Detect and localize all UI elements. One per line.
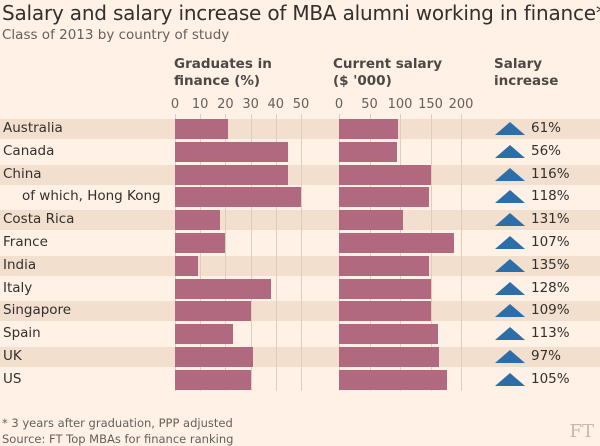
category-label: France: [3, 234, 48, 250]
gridline: [461, 114, 462, 391]
panel-1-bar: [175, 369, 251, 390]
panel-2-tick-label: 0: [334, 97, 344, 112]
category-label: Italy: [3, 279, 33, 296]
panel-2-header: Current salary ($ '000): [333, 56, 442, 90]
row-band: [0, 119, 600, 139]
increase-up-arrow-icon: [495, 213, 525, 227]
gridline: [225, 114, 227, 391]
category-label: of which, Hong Kong: [22, 188, 161, 205]
row-band: [0, 164, 600, 185]
category-label: US: [3, 370, 22, 387]
panel-2-bar: [339, 278, 431, 299]
category-label: Singapore: [3, 302, 72, 319]
panel-2-bar: [339, 210, 404, 231]
panel-2-bar: [339, 141, 397, 162]
increase-value: 56%: [531, 142, 562, 159]
increase-up-arrow-icon: [495, 350, 525, 363]
gridline: [275, 114, 277, 391]
footnote: * 3 years after graduation, PPP adjusted: [2, 416, 233, 430]
category-label: India: [3, 256, 37, 273]
panel-2-bar: [339, 347, 440, 367]
increase-value: 113%: [531, 325, 570, 342]
panel-1-bar: [175, 347, 254, 367]
increase-value: 107%: [531, 234, 570, 250]
panel-1-bar: [175, 164, 289, 185]
panel-2-bar: [339, 233, 454, 253]
increase-value: 61%: [531, 120, 562, 136]
chart-title: Salary and salary increase of MBA alumni…: [2, 1, 600, 25]
increase-value: 97%: [531, 348, 562, 364]
panel-1-bar: [175, 255, 198, 276]
increase-up-arrow-icon: [495, 236, 525, 249]
increase-up-arrow-icon: [495, 122, 525, 135]
increase-value: 118%: [531, 188, 570, 205]
row-band: [0, 347, 600, 367]
panel-2-header-line1: Current salary: [333, 56, 443, 72]
increase-header: Salary increase: [494, 56, 558, 90]
category-label: UK: [3, 348, 22, 364]
category-label: Spain: [3, 325, 41, 342]
row-band: [0, 255, 600, 276]
panel-1-bar: [175, 278, 271, 299]
increase-value: 109%: [531, 302, 570, 319]
row-band: [0, 301, 600, 322]
source-note: Source: FT Top MBAs for finance ranking: [2, 432, 234, 446]
panel-1-tick-label: 10: [191, 97, 209, 112]
increase-value: 135%: [531, 256, 570, 273]
ft-logo: FT: [569, 421, 595, 442]
panel-1-tick-label: 20: [217, 97, 234, 112]
panel-2-bar: [339, 301, 431, 322]
panel-2-bar: [339, 187, 429, 208]
panel-2-tick-label: 200: [448, 97, 474, 112]
panel-1-header-line1: Graduates in: [174, 56, 272, 72]
increase-up-arrow-icon: [495, 144, 525, 158]
increase-up-arrow-icon: [495, 258, 525, 272]
panel-2-tick-label: 50: [361, 97, 378, 112]
increase-value: 131%: [531, 211, 570, 228]
panel-1-bar: [175, 233, 226, 253]
panel-1-header-line2: finance (%): [174, 73, 261, 89]
panel-1-bar: [175, 324, 233, 345]
chart-subtitle: Class of 2013 by country of study: [2, 27, 230, 43]
increase-value: 105%: [531, 370, 570, 387]
panel-2-header-line2: ($ '000): [333, 73, 392, 89]
row-band: [0, 210, 600, 231]
increase-up-arrow-icon: [495, 281, 525, 295]
increase-up-arrow-icon: [495, 372, 525, 386]
panel-1-bar: [175, 301, 251, 322]
increase-value: 116%: [531, 165, 570, 182]
category-label: China: [3, 165, 42, 182]
category-label: Australia: [3, 120, 63, 136]
gridline: [301, 114, 302, 391]
panel-2-tick-label: 150: [418, 97, 443, 112]
increase-value: 128%: [531, 279, 570, 296]
panel-2-bar: [339, 369, 447, 390]
increase-header-line1: Salary: [494, 56, 543, 72]
panel-2-bar: [339, 119, 398, 139]
panel-1-tick-label: 0: [170, 97, 180, 112]
panel-1-tick-label: 30: [242, 97, 259, 112]
panel-2-bar: [339, 255, 429, 276]
category-label: Canada: [3, 142, 55, 159]
panel-2-bar: [339, 164, 431, 185]
panel-1-bar: [175, 119, 228, 139]
panel-1-bar: [175, 141, 289, 162]
increase-up-arrow-icon: [495, 190, 525, 204]
panel-1-tick-label: 50: [292, 97, 310, 112]
panel-1-bar: [175, 187, 301, 208]
panel-2-bar: [339, 324, 438, 345]
panel-2-tick-label: 100: [387, 97, 413, 112]
increase-up-arrow-icon: [495, 327, 525, 341]
gridline: [250, 114, 252, 391]
panel-1-bar: [175, 210, 221, 231]
increase-header-line2: increase: [494, 73, 559, 89]
category-label: Costa Rica: [3, 211, 75, 228]
increase-up-arrow-icon: [495, 304, 525, 318]
panel-1-tick-label: 40: [267, 97, 285, 112]
panel-1-header: Graduates in finance (%): [174, 56, 272, 90]
increase-up-arrow-icon: [495, 167, 525, 181]
